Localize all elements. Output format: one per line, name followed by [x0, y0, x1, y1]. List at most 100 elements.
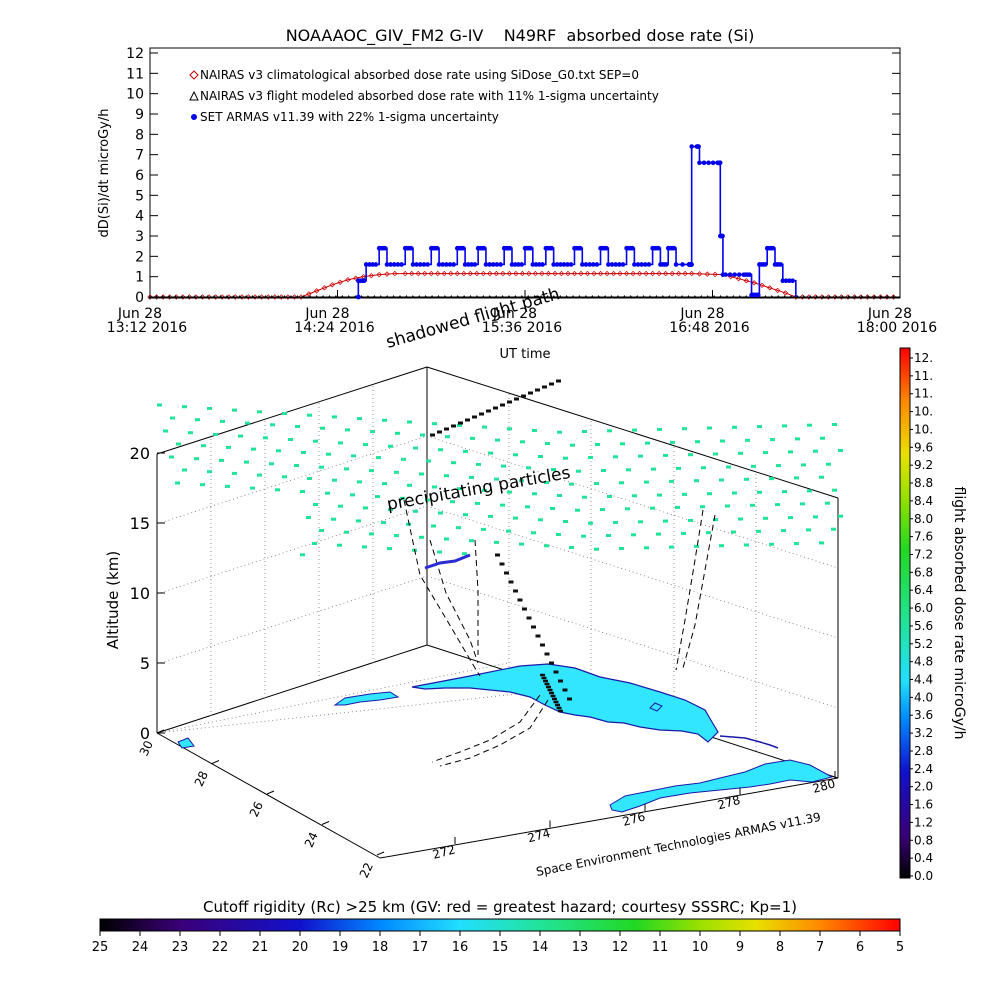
series-marker — [718, 295, 723, 299]
series-marker — [444, 262, 449, 267]
florida-keys — [719, 735, 779, 749]
series-marker — [660, 295, 665, 299]
series-marker — [782, 295, 787, 299]
dose-tick-label: 11. — [914, 387, 933, 401]
series-marker — [723, 272, 728, 277]
series-marker — [340, 295, 345, 299]
z-axis: 0 5 10 15 20 — [130, 444, 165, 743]
dose-tick-label: 11. — [914, 369, 933, 383]
legend-label: NAIRAS v3 climatological absorbed dose r… — [200, 68, 639, 82]
series-marker — [821, 295, 826, 299]
series-marker — [263, 295, 268, 299]
rigidity-tick-label: 22 — [212, 940, 229, 955]
series-marker — [717, 160, 723, 166]
series-marker — [704, 271, 710, 277]
series-marker — [250, 295, 255, 299]
series-marker — [276, 295, 281, 299]
flight-3d-plot: 0 5 10 15 20 30 28 26 24 22 272 274 276 278 280 Alti… — [104, 284, 843, 880]
legend-marker — [189, 70, 199, 80]
series-marker — [769, 295, 774, 299]
x-tick-date: Jun 28 — [492, 306, 537, 322]
lon-tick-label: 274 — [526, 826, 552, 845]
dose-colorbar-ticks: 12. 11. 11. 10. 10. 9.6 9.2 8.8 8.4 8.0 7.6 7.2 6.8 6… — [910, 351, 933, 883]
series-marker — [558, 270, 565, 277]
series-line — [150, 273, 900, 298]
dose-tick-label: 2.8 — [914, 744, 933, 758]
series-marker — [329, 282, 335, 288]
series-marker — [519, 270, 526, 277]
rigidity-tick-label: 11 — [652, 940, 669, 955]
series-marker — [617, 270, 623, 277]
series-marker — [385, 295, 390, 299]
series-marker — [278, 294, 285, 300]
coast-fragment — [177, 737, 195, 749]
x-tick-time: 14:24 2016 — [294, 320, 375, 336]
series-marker — [295, 295, 300, 299]
series-marker — [373, 262, 379, 267]
series-marker — [609, 295, 614, 299]
series-group — [147, 144, 900, 300]
series-marker — [603, 295, 608, 299]
series-marker — [392, 270, 398, 277]
series-marker — [314, 295, 319, 299]
series-marker — [244, 295, 249, 299]
series-marker — [782, 290, 789, 296]
dose-rate-time-series: NOAAAOC_GIV_FM2 G-IV N49RF absorbed dose… — [97, 26, 937, 362]
series-marker — [783, 278, 789, 284]
series-marker — [890, 294, 897, 300]
series-marker — [554, 262, 560, 267]
series-marker — [533, 262, 539, 267]
dose-tick-label: 7.2 — [914, 547, 933, 561]
lon-tick-label: 280 — [811, 776, 837, 795]
series-marker — [378, 295, 383, 299]
series-marker — [410, 262, 416, 267]
z-axis-label: Altitude (km) — [104, 551, 122, 649]
dose-tick-label: 0.4 — [914, 851, 933, 865]
y-tick-label: 10 — [126, 87, 144, 103]
legend-label: NAIRAS v3 flight modeled absorbed dose r… — [200, 89, 659, 103]
series-marker — [790, 278, 795, 284]
series-marker — [648, 295, 652, 299]
series-marker — [623, 270, 630, 277]
series-marker — [639, 262, 644, 267]
series-marker — [258, 294, 265, 300]
series-marker — [462, 295, 467, 299]
series-marker — [289, 295, 294, 299]
series-marker — [699, 295, 704, 299]
series-marker — [451, 262, 456, 267]
series-marker — [367, 262, 372, 267]
series-marker — [833, 295, 838, 299]
series-marker — [468, 295, 473, 299]
lat-tick-label: 28 — [192, 769, 211, 789]
series-marker — [671, 245, 677, 251]
y-tick-label: 12 — [126, 46, 144, 62]
series-marker — [368, 272, 375, 279]
series-marker — [448, 270, 454, 277]
series-marker — [507, 245, 513, 251]
series-marker — [498, 262, 503, 267]
series-marker — [643, 270, 649, 277]
series-marker — [565, 262, 570, 267]
series-marker — [613, 262, 618, 267]
rigidity-tick-label: 15 — [492, 940, 509, 955]
rigidity-colorbar-ticks: 25 24 23 22 21 20 19 18 17 16 15 14 13 12 11 10 9 8 7 6 5 — [92, 931, 904, 955]
series-marker — [689, 262, 694, 267]
series-marker — [494, 295, 499, 299]
series-marker — [628, 295, 633, 299]
series-marker — [649, 270, 656, 277]
dose-tick-label: 5.2 — [914, 637, 933, 651]
series-marker — [500, 295, 505, 299]
series-marker — [436, 262, 442, 267]
series-marker — [321, 285, 328, 291]
rigidity-tick-label: 21 — [252, 940, 269, 955]
series-marker — [561, 262, 567, 267]
series-marker — [851, 294, 858, 300]
series-marker — [579, 262, 585, 267]
series-marker — [421, 262, 427, 267]
series-marker — [701, 160, 707, 166]
z-tick-label: 0 — [140, 724, 150, 743]
series-marker — [428, 270, 434, 277]
series-marker — [509, 262, 515, 267]
lat-tick — [211, 760, 220, 764]
series-marker — [840, 295, 845, 299]
